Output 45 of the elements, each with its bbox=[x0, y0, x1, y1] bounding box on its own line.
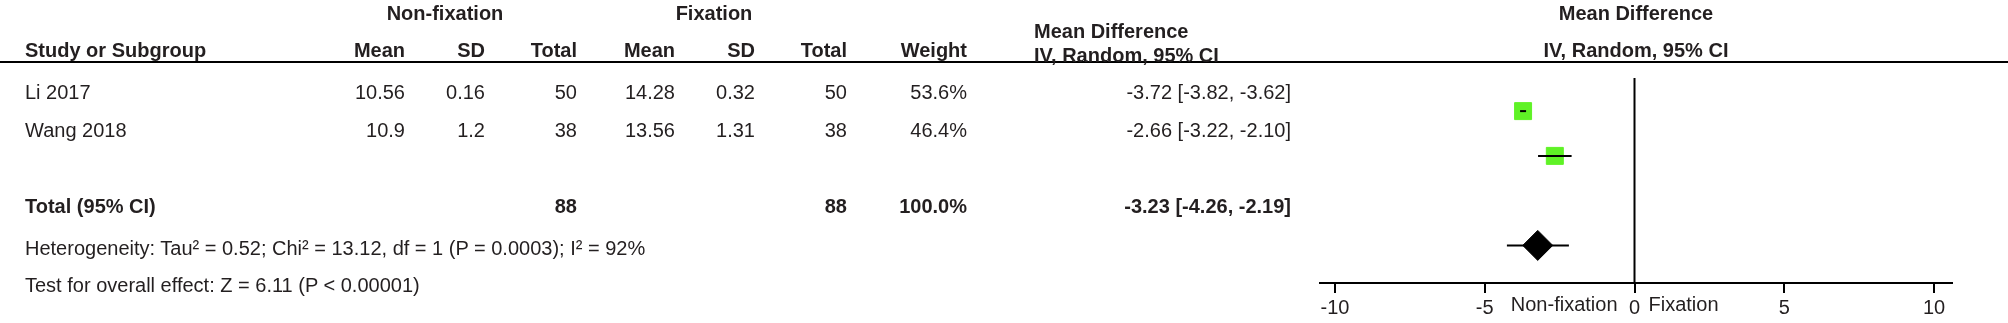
text: 50 bbox=[554, 81, 577, 103]
text: 10.56 bbox=[354, 81, 405, 103]
chart-title: Mean Difference bbox=[1557, 1, 1715, 25]
text: 13.56 bbox=[624, 119, 675, 141]
text: Fixation bbox=[675, 2, 753, 24]
x-tick-label: -5 bbox=[1475, 295, 1494, 318]
text: 0.32 bbox=[716, 81, 755, 103]
category-label: Weight bbox=[900, 38, 967, 62]
category-label: Total (95% CI) bbox=[25, 195, 156, 217]
text: 10.9 bbox=[366, 119, 405, 141]
text: 53.6% bbox=[910, 81, 967, 103]
category-label: Mean Difference IV, Random, 95% CI bbox=[1034, 19, 1219, 67]
text: 50 bbox=[824, 81, 847, 103]
text: 1.31 bbox=[716, 119, 755, 141]
x-tick-label: 5 bbox=[1778, 295, 1790, 318]
text: 100.0% bbox=[899, 195, 967, 217]
category-label: Study or Subgroup bbox=[25, 38, 207, 62]
category-label: Li 2017 bbox=[25, 81, 91, 103]
text: -3.23 [-4.26, -2.19] bbox=[1124, 195, 1291, 217]
x-tick-label: 10 bbox=[1922, 295, 1946, 318]
category-label: SD bbox=[727, 38, 755, 62]
category-label: Total bbox=[530, 38, 577, 62]
category-label: Mean bbox=[353, 38, 405, 62]
category-label: Mean bbox=[623, 38, 675, 62]
text: 0.16 bbox=[446, 81, 485, 103]
category-label: Total bbox=[800, 38, 847, 62]
text: 88 bbox=[554, 195, 577, 217]
text: Test for overall effect: Z = 6.11 (P < 0.00001) bbox=[25, 273, 420, 297]
text: 46.4% bbox=[910, 119, 967, 141]
category-label: Wang 2018 bbox=[25, 119, 127, 141]
text: Non-fixation bbox=[1510, 292, 1618, 316]
text: 1.2 bbox=[457, 119, 485, 141]
text: 38 bbox=[554, 119, 577, 141]
text: -3.72 [-3.82, -3.62] bbox=[1126, 81, 1291, 103]
x-tick-label: -10 bbox=[1320, 295, 1350, 318]
text: Non-fixation bbox=[386, 2, 504, 24]
text: Heterogeneity: Tau² = 0.52; Chi² = 13.12, df = 1 (P = 0.0003); I² = 92% bbox=[25, 236, 646, 260]
text: -2.66 [-3.22, -2.10] bbox=[1126, 119, 1291, 141]
text: 14.28 bbox=[624, 81, 675, 103]
text: 88 bbox=[824, 195, 847, 217]
chart-subtitle: IV, Random, 95% CI bbox=[1542, 38, 1730, 62]
category-label: SD bbox=[457, 38, 485, 62]
x-tick-label: 0 bbox=[1628, 295, 1641, 318]
text: 38 bbox=[824, 119, 847, 141]
text: Fixation bbox=[1648, 292, 1719, 316]
